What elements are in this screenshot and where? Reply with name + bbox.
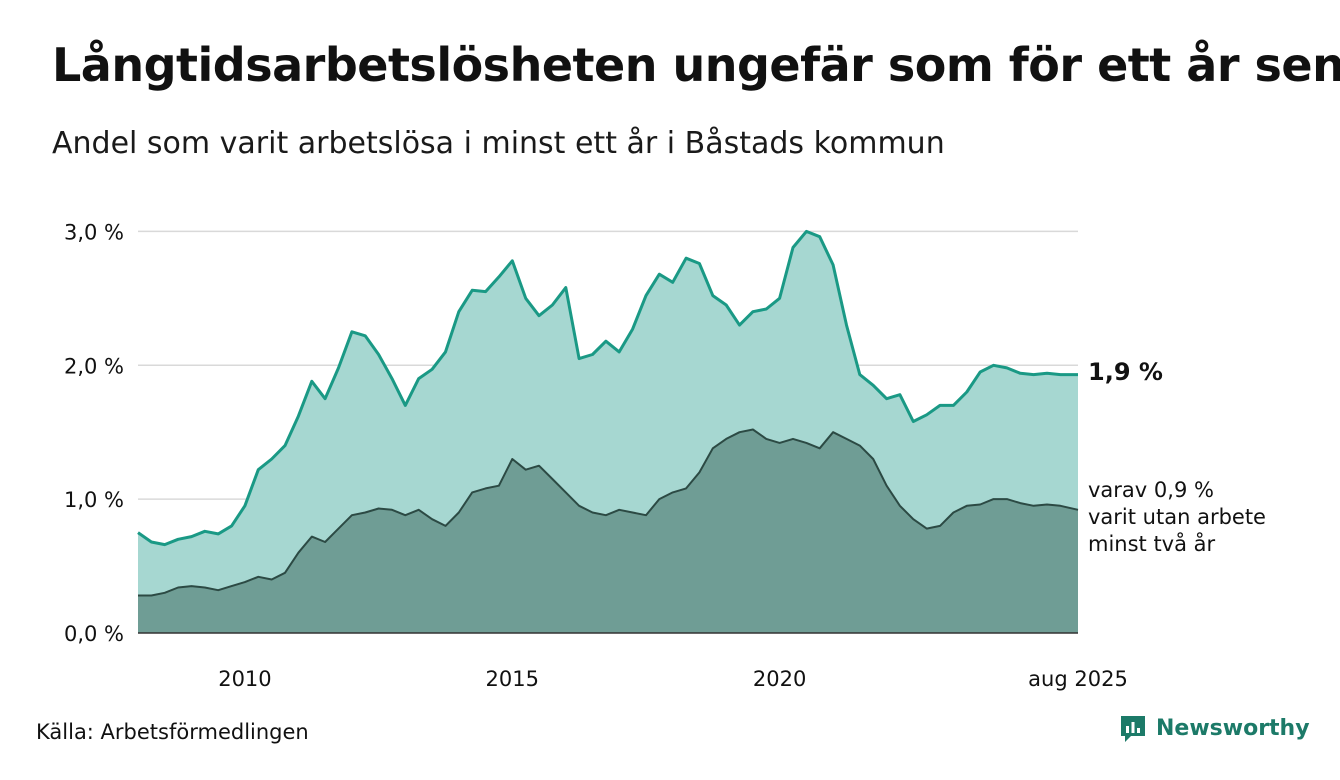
long-end-label-line-3: minst två år xyxy=(1088,531,1216,556)
y-axis-ticks: 0,0 % 1,0 % 2,0 % 3,0 % xyxy=(64,220,124,646)
x-tick-label: 2015 xyxy=(486,667,539,691)
long-end-label-line-1: varav 0,9 % xyxy=(1088,478,1214,502)
x-axis-ticks: 2010 2015 2020 aug 2025 xyxy=(218,667,1128,691)
total-series-line xyxy=(137,229,1078,547)
y-tick-label: 2,0 % xyxy=(64,354,124,378)
x-tick-label: 2010 xyxy=(218,667,271,691)
long-series-line xyxy=(138,428,1079,597)
chart-bubble-icon xyxy=(1121,716,1145,742)
brand-name: Newsworthy xyxy=(1156,715,1310,741)
long-end-label: varav 0,9 % varit utan arbete minst två … xyxy=(1088,478,1266,556)
total-end-label: 1,9 % xyxy=(1088,358,1163,386)
long-series-area xyxy=(138,429,1078,633)
source-note: Källa: Arbetsförmedlingen xyxy=(36,720,309,744)
y-tick-label: 3,0 % xyxy=(64,220,124,244)
chart-subtitle: Andel som varit arbetslösa i minst ett å… xyxy=(52,126,945,161)
long-end-label-line-2: varit utan arbete xyxy=(1088,505,1266,529)
y-tick-label: 0,0 % xyxy=(64,622,124,646)
brand-logo: Newsworthy xyxy=(1118,713,1310,743)
chart-title: Långtidsarbetslösheten ungefär som för e… xyxy=(52,38,1340,92)
x-tick-label: aug 2025 xyxy=(1028,667,1128,691)
y-tick-label: 1,0 % xyxy=(64,488,124,512)
x-tick-label: 2020 xyxy=(753,667,806,691)
